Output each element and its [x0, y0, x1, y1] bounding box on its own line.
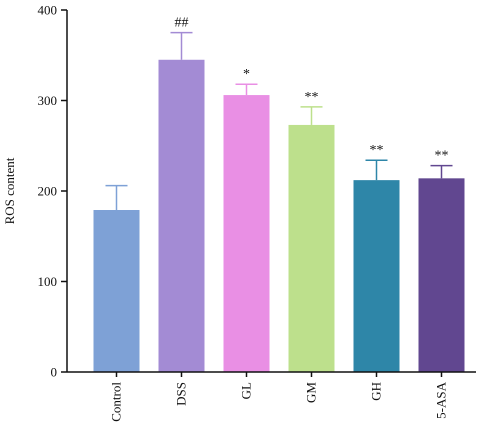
annotations-group: ##***** ** — [175, 16, 449, 164]
annotation-gh: ** — [370, 143, 384, 158]
bars-group — [93, 59, 465, 373]
bar-gh — [353, 180, 400, 372]
x-tick-label-gh: GH — [369, 382, 384, 401]
x-tick-label-gl: GL — [239, 382, 254, 399]
bar-control — [93, 210, 140, 372]
error-bars-group — [105, 31, 453, 211]
annotation-gm: ** — [305, 90, 319, 105]
y-axis-title: ROS content — [2, 157, 17, 224]
annotation-gl: * — [243, 67, 250, 82]
y-tick-label: 300 — [38, 93, 58, 108]
y-ticks-group: 0 100 200 300 400 — [38, 3, 67, 380]
y-tick-label: 400 — [38, 3, 58, 18]
bar-5-asa — [418, 178, 465, 372]
bar-dss — [158, 59, 205, 373]
annotation-dss: ## — [175, 16, 189, 31]
x-tick-label-control: Control — [109, 382, 124, 422]
y-tick-label: 0 — [51, 365, 58, 380]
y-tick-label: 100 — [38, 274, 58, 289]
bar-gl — [223, 95, 270, 372]
x-tick-label-5-asa: 5-ASA — [434, 381, 449, 418]
x-ticks-group: Control DSS GL GM GH 5-ASA — [109, 372, 449, 422]
x-tick-label-dss: DSS — [174, 382, 189, 406]
y-tick-label: 200 — [38, 184, 58, 199]
annotation-5-asa: ** — [435, 149, 449, 164]
x-tick-label-gm: GM — [304, 382, 319, 403]
bar-gm — [288, 124, 335, 372]
